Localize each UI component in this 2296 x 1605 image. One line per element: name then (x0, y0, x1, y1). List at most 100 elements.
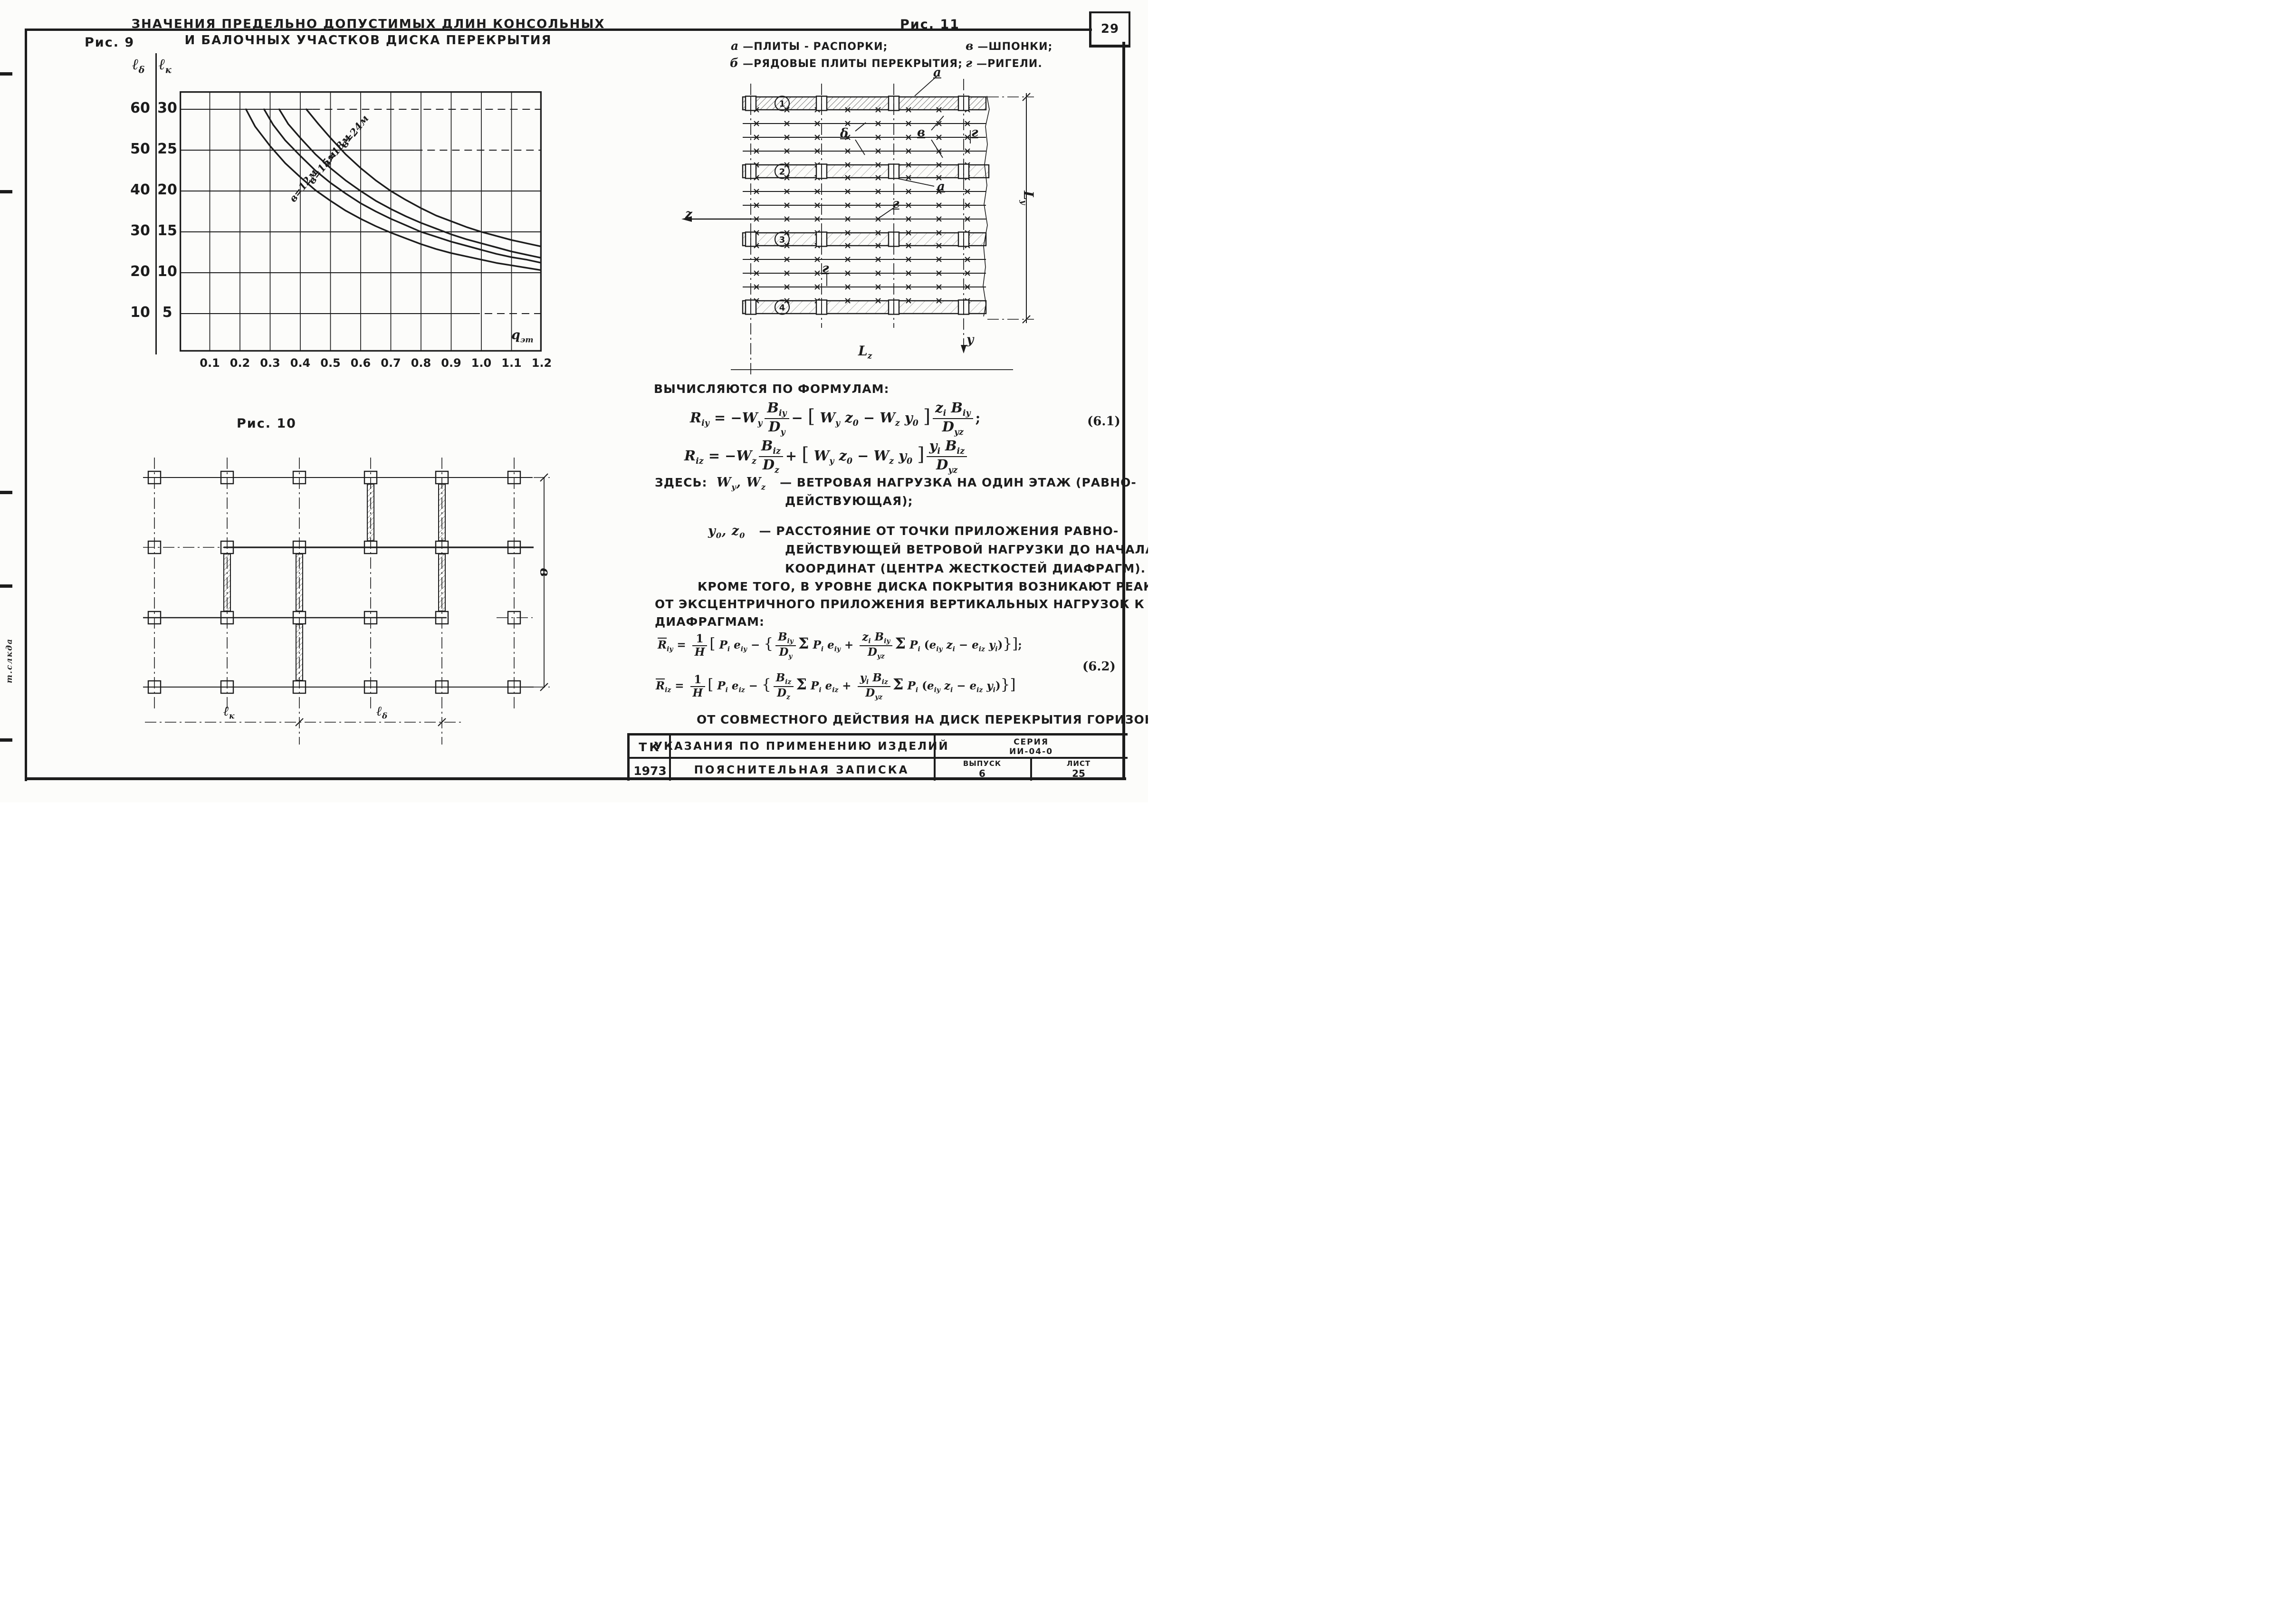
frame-left (25, 29, 27, 781)
fig11-legend-item-g: г —РИГЕЛИ. (966, 56, 1043, 70)
fig11-dim-lz: Lz (858, 343, 872, 361)
fig11-callout-b: δ (840, 126, 849, 141)
formula-6-1-number: (6.1) (1087, 414, 1120, 429)
para1-line1: КРОМЕ ТОГО, В УРОВНЕ ДИСКА ПОКРЫТИЯ ВОЗН… (698, 580, 1148, 593)
legend-key-g: г (966, 56, 973, 70)
legend-text-v: —ШПОНКИ; (977, 41, 1053, 53)
page-number-box: 29 (1089, 11, 1130, 48)
fig11-callout-v: в (917, 125, 926, 140)
here-line2: ДЕЙСТВУЮЩАЯ); (785, 494, 913, 508)
titleblock-subtitle: ПОЯСНИТЕЛЬНАЯ ЗАПИСКА (694, 764, 909, 776)
titleblock-col-divider-3 (1030, 759, 1032, 781)
y-axis-tick-label: 15 (157, 222, 177, 239)
y-axis-tick-label: 5 (162, 304, 172, 321)
fig11-callout-g1: г (971, 125, 978, 140)
fig11-axis-y-label: у (966, 333, 974, 347)
x-axis-tick-label: 0.3 (260, 356, 280, 370)
fig9-x-axis-label: qэт (511, 328, 534, 344)
legend-key-b: б (730, 56, 739, 70)
fig9-title-line1: ЗНАЧЕНИЯ ПРЕДЕЛЬНО ДОПУСТИМЫХ ДЛИН КОНСО… (131, 17, 605, 31)
frame-right (1122, 42, 1125, 780)
y-axis-tick-label: 10 (130, 304, 150, 321)
y-axis-tick-label: 40 (130, 182, 150, 198)
titleblock-col-divider-2 (934, 736, 936, 781)
x-axis-tick-label: 0.6 (350, 356, 371, 370)
titleblock-series-value: ИИ-04-0 (1009, 747, 1053, 756)
fig11-legend-item-v: в —ШПОНКИ; (966, 39, 1052, 53)
title-block: ТК УКАЗАНИЯ ПО ПРИМЕНЕНИЮ ИЗДЕЛИЙ СЕРИЯ … (627, 733, 1128, 781)
y-axis-tick-label: 20 (157, 182, 177, 198)
formula-6-1-line1: Riy = −Wy Biy Dy − [ Wy z0 − Wz y0 ] zi Biy D… (690, 400, 981, 438)
fig11-callout-g3: г (822, 261, 829, 276)
registration-tick (0, 190, 12, 193)
svg-text:4: 4 (779, 303, 785, 313)
margin-note: т.слкда (5, 638, 14, 683)
fig10-drawing (143, 458, 550, 745)
x-axis-tick-label: 0.9 (441, 356, 461, 370)
y0z0-line1: y0, z0 — РАССТОЯНИЕ ОТ ТОЧКИ ПРИЛОЖЕНИЯ … (708, 524, 1119, 540)
fig11-drawing: 1 2 3 4 (681, 76, 1034, 378)
frame-bottom (25, 777, 1126, 780)
fig9-axis-separator (155, 53, 157, 354)
fig11-legend-item-b: б —РЯДОВЫЕ ПЛИТЫ ПЕРЕКРЫТИЯ; (730, 56, 963, 70)
y0z0-line2: ДЕЙСТВУЮЩЕЙ ВЕТРОВОЙ НАГРУЗКИ ДО НАЧАЛА (785, 543, 1148, 556)
legend-text-b: —РЯДОВЫЕ ПЛИТЫ ПЕРЕКРЫТИЯ; (743, 58, 963, 70)
titleblock-issue-label: ВЫПУСК (963, 759, 1002, 768)
legend-text-g: —РИГЕЛИ. (976, 58, 1043, 70)
y-axis-tick-label: 30 (157, 100, 177, 116)
intro-text: ВЫЧИСЛЯЮТСЯ ПО ФОРМУЛАМ: (654, 382, 890, 396)
fig11-axis-z-label: z (685, 207, 692, 221)
x-axis-tick-label: 0.4 (290, 356, 311, 370)
svg-text:1: 1 (779, 99, 785, 109)
para1-line3: ДИАФРАГМАМ: (655, 615, 765, 629)
fig11-callout-a-top: а (933, 66, 941, 80)
x-axis-tick-label: 0.2 (230, 356, 250, 370)
fig9-chart: ℓδ ℓк qэт 60 50 40 30 20 10 30 25 20 15 10 5 0.1 0.2 0… (128, 52, 552, 380)
fig10-dim-console: ℓк (223, 703, 235, 721)
registration-tick (0, 491, 12, 494)
titleblock-col-divider-1 (669, 736, 671, 781)
fig10-dim-beam: ℓδ (376, 703, 388, 721)
y-axis-tick-label: 25 (157, 141, 177, 157)
y-axis-tick-label: 20 (130, 263, 150, 280)
formula-6-2-line2: Riz = 1 H[ Pi eiz − {Biz Dz Σ Pi eiz + yi B… (656, 671, 1016, 701)
y-axis-tick-label: 50 (130, 141, 150, 157)
titleblock-org: ТК (639, 740, 661, 754)
formula-6-2-number: (6.2) (1082, 659, 1116, 674)
here-line1: ЗДЕСЬ: Wy, Wz — ВЕТРОВАЯ НАГРУЗКА НА ОДИ… (655, 475, 1137, 492)
fig9-axis-left-header: ℓδ (132, 55, 145, 76)
para1-line2: ОТ ЭКСЦЕНТРИЧНОГО ПРИЛОЖЕНИЯ ВЕРТИКАЛЬНЫ… (655, 597, 1145, 611)
fig9-plot (180, 91, 542, 352)
formula-6-1-line2: Riz = −Wz Biz Dz + [ Wy z0 − Wz y0 ] yi Biz D… (684, 438, 969, 476)
para2-line1: ОТ СОВМЕСТНОГО ДЕЙСТВИЯ НА ДИСК ПЕРЕКРЫТ… (697, 713, 1148, 726)
titleblock-series-label: СЕРИЯ (1014, 737, 1049, 747)
x-axis-tick-label: 0.1 (200, 356, 220, 370)
fig11-callout-a-mid: а (937, 180, 945, 194)
fig11-caption: Рис. 11 (900, 17, 960, 32)
titleblock-row-divider (630, 757, 1128, 759)
fig11-callout-g2: г (892, 197, 899, 211)
fig9-axis-right-header: ℓк (159, 55, 172, 76)
titleblock-sheet-label: ЛИСТ (1066, 759, 1091, 768)
y-axis-tick-label: 60 (130, 100, 150, 116)
fig10-caption: Рис. 10 (237, 416, 297, 431)
x-axis-tick-label: 1.1 (501, 356, 522, 370)
registration-tick (0, 738, 12, 742)
svg-text:2: 2 (779, 167, 785, 177)
x-axis-tick-label: 1.2 (531, 356, 552, 370)
fig9-caption: Рис. 9 (85, 35, 135, 50)
titleblock-doc-title: УКАЗАНИЯ ПО ПРИМЕНЕНИЮ ИЗДЕЛИЙ (654, 740, 949, 753)
x-axis-tick-label: 1.0 (471, 356, 492, 370)
registration-tick (0, 72, 12, 76)
titleblock-issue-value: 6 (979, 768, 985, 779)
svg-text:3: 3 (779, 235, 785, 245)
legend-text-a: —ПЛИТЫ - РАСПОРКИ; (743, 41, 888, 53)
y-axis-tick-label: 30 (130, 222, 150, 239)
frame-top (25, 29, 1092, 31)
fig11-dim-ly: Lу (1019, 191, 1037, 205)
x-axis-tick-label: 0.5 (320, 356, 341, 370)
x-axis-tick-label: 0.8 (411, 356, 431, 370)
registration-tick (0, 584, 12, 588)
fig11-legend-item-a: а —ПЛИТЫ - РАСПОРКИ; (731, 39, 888, 53)
page-number: 29 (1100, 22, 1119, 36)
